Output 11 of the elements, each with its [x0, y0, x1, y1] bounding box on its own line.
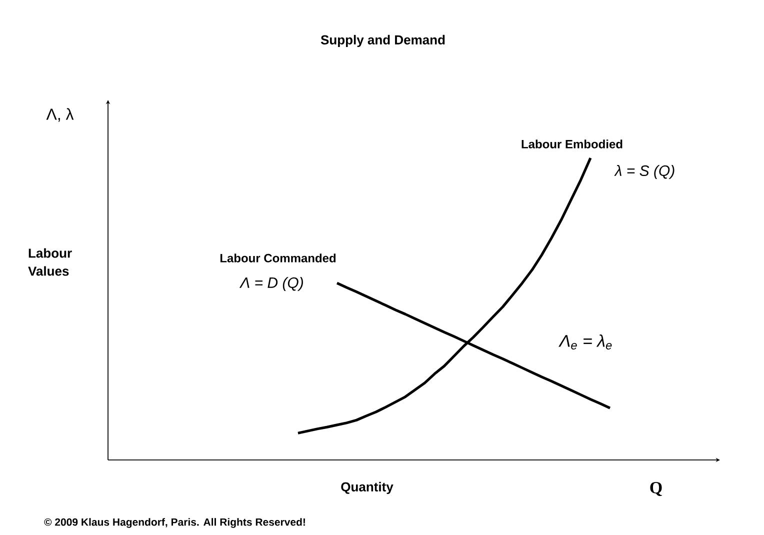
- text: Q: [650, 482, 662, 496]
- annotation: Λ = D (Q): [239, 277, 303, 291]
- chart-title: Supply and Demand: [320, 34, 445, 48]
- text: Λ, λ: [46, 108, 74, 122]
- annotation: λ = S (Q): [614, 165, 674, 179]
- text: © 2009 Klaus Hagendorf, Paris. All Rights Reserved!: [44, 518, 305, 528]
- annotation: Λ$_{e}$ = λ$_{e}$: [558, 334, 612, 350]
- series-label: Labour Embodied: [522, 140, 622, 148]
- series-label: Labour Commanded: [220, 254, 336, 262]
- text: Labour Values: [28, 248, 72, 276]
- x-axis-title: Quantity: [341, 482, 394, 494]
